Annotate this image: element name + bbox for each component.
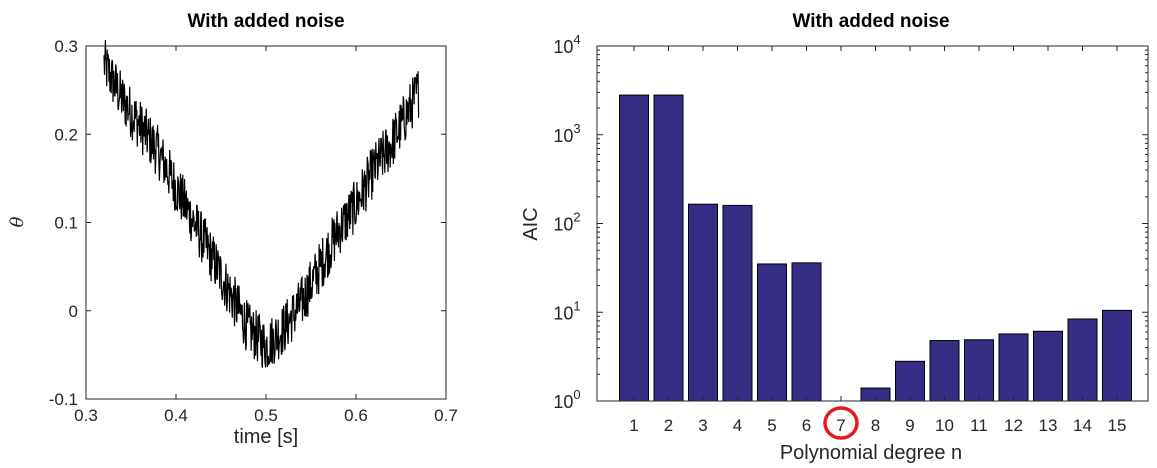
- left-chart: With added noise 0.3 0.4 0.5 0.6 0.7 -0.1 0 0.1…: [7, 11, 458, 448]
- right-chart: With added noise 1 2 3 4 5 6 7 8 9 10 11 12 13 14 1510…: [520, 11, 1149, 464]
- right-chart-xtick-label: 1: [629, 416, 638, 435]
- right-chart-xtick-label: 9: [905, 416, 914, 435]
- bar: [895, 360, 925, 402]
- right-chart-xtick-label: 13: [1039, 416, 1058, 435]
- bar: [1067, 318, 1098, 402]
- right-chart-xtick-label: 4: [733, 416, 742, 435]
- right-chart-ytick-label: 102: [553, 210, 580, 235]
- bar: [1033, 330, 1063, 402]
- left-chart-title: With added noise: [187, 11, 344, 32]
- left-chart-ytick-label: 0.2: [54, 125, 78, 144]
- right-chart-xtick-label: 8: [871, 416, 880, 435]
- right-chart-xtick-label: 10: [935, 416, 954, 435]
- left-chart-xtick-label: 0.7: [434, 406, 458, 425]
- right-chart-ytick-label: 103: [553, 121, 580, 146]
- right-chart-xtick-label: 2: [664, 416, 673, 435]
- right-chart-xtick-label: 14: [1073, 416, 1092, 435]
- left-chart-xtick-label: 0.3: [74, 406, 98, 425]
- left-chart-xtick-label: 0.4: [164, 406, 188, 425]
- bar: [1102, 309, 1132, 402]
- right-chart-axes-box: [596, 45, 1149, 402]
- left-chart-ytick-label: 0.3: [54, 37, 78, 56]
- right-chart-xtick-label: 11: [970, 416, 988, 435]
- right-chart-xtick-label: 3: [698, 416, 707, 435]
- left-chart-ytick-label: -0.1: [49, 390, 78, 409]
- bar: [619, 94, 649, 402]
- right-chart-xlabel: Polynomial degree n: [780, 442, 962, 464]
- left-chart-series-line: [103, 39, 420, 368]
- right-chart-ytick-label: 104: [553, 32, 580, 57]
- left-chart-ytick-label: 0.1: [54, 214, 78, 233]
- bar: [653, 94, 684, 402]
- right-chart-xtick-label: 6: [802, 416, 811, 435]
- right-chart-xtick-label: 5: [767, 416, 776, 435]
- right-chart-ytick-label: 100: [553, 387, 580, 412]
- left-chart-ytick-label: 0: [69, 302, 78, 321]
- left-chart-xtick-label: 0.6: [344, 406, 368, 425]
- right-chart-ytick-label: 101: [553, 298, 580, 323]
- bar: [688, 203, 718, 402]
- bar: [929, 340, 960, 402]
- left-chart-xlabel: time [s]: [234, 426, 298, 448]
- right-chart-xtick-label: 12: [1004, 416, 1023, 435]
- left-chart-xtick-label: 0.5: [254, 406, 278, 425]
- bar: [964, 339, 994, 402]
- left-chart-ylabel: θ: [7, 216, 28, 227]
- right-chart-xtick-label: 15: [1108, 416, 1127, 435]
- right-chart-ylabel: AIC: [520, 207, 542, 240]
- bar: [791, 262, 822, 402]
- right-chart-title: With added noise: [792, 11, 949, 32]
- left-chart-axes-box: [85, 45, 447, 400]
- right-chart-xtick-label: 7: [836, 416, 845, 435]
- left-chart-ticks: 0.3 0.4 0.5 0.6 0.7 -0.1 0 0.1 0.2 0.3: [49, 37, 458, 425]
- bar: [722, 204, 753, 402]
- highlight-circle: [823, 406, 859, 440]
- bar: [757, 263, 787, 402]
- bar: [998, 333, 1029, 402]
- right-chart-bars: [619, 94, 1132, 402]
